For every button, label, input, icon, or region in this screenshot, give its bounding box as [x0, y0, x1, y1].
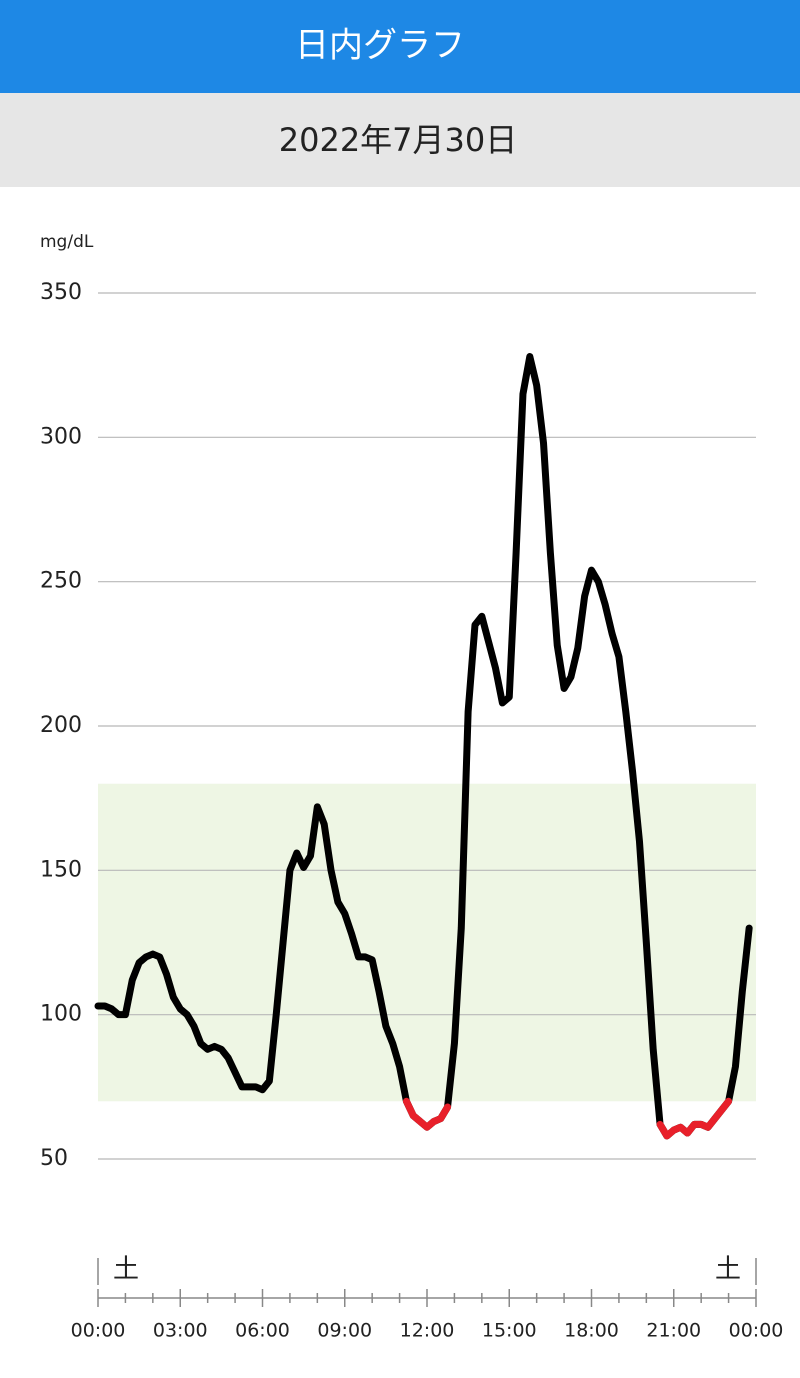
low-segment — [402, 1097, 452, 1131]
y-tick-label: 150 — [40, 857, 82, 882]
day-label: 土 — [113, 1255, 139, 1285]
x-tick-label: 06:00 — [235, 1320, 290, 1342]
x-tick-label: 21:00 — [646, 1320, 701, 1342]
y-axis-label: mg/dL — [40, 232, 94, 252]
x-tick-label: 18:00 — [564, 1320, 619, 1342]
x-tick-label: 00:00 — [729, 1320, 784, 1342]
y-tick-label: 50 — [40, 1146, 68, 1171]
y-tick-label: 100 — [40, 1002, 82, 1027]
y-tick-label: 350 — [40, 280, 82, 305]
target-range — [98, 783, 756, 1102]
y-tick-label: 200 — [40, 713, 82, 738]
day-label: 土 — [715, 1255, 741, 1285]
x-tick-label: 15:00 — [482, 1320, 537, 1342]
header-title: 日内グラフ — [295, 26, 465, 66]
x-tick-label: 12:00 — [400, 1320, 455, 1342]
date-label: 2022年7月30日 — [279, 121, 518, 159]
y-tick-label: 300 — [40, 424, 82, 449]
low-segment — [656, 1097, 733, 1140]
x-tick-label: 00:00 — [71, 1320, 126, 1342]
date-bar — [0, 93, 800, 187]
x-tick-label: 03:00 — [153, 1320, 208, 1342]
y-tick-label: 250 — [40, 569, 82, 594]
x-tick-label: 09:00 — [317, 1320, 372, 1342]
header-bar — [0, 0, 800, 93]
